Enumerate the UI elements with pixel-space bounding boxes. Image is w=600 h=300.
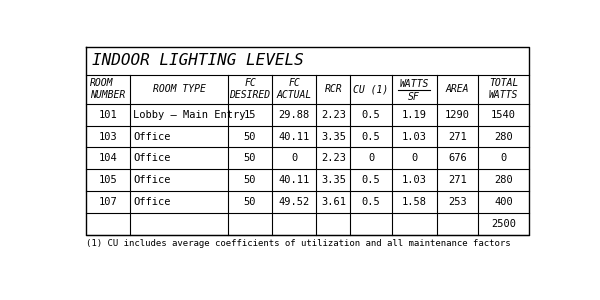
Text: 2.23: 2.23	[321, 153, 346, 164]
Text: WATTS: WATTS	[400, 79, 429, 89]
Text: 1290: 1290	[445, 110, 470, 120]
Text: Lobby – Main Entry: Lobby – Main Entry	[133, 110, 245, 120]
Text: (1) CU includes average coefficients of utilization and all maintenance factors: (1) CU includes average coefficients of …	[86, 239, 511, 248]
Text: 0: 0	[411, 153, 418, 164]
Text: 0: 0	[291, 153, 298, 164]
Text: 271: 271	[448, 132, 467, 142]
Text: 1.03: 1.03	[401, 132, 427, 142]
Text: 103: 103	[98, 132, 118, 142]
Text: 50: 50	[244, 197, 256, 207]
Text: Office: Office	[133, 197, 170, 207]
Text: RCR: RCR	[325, 84, 342, 94]
Text: 105: 105	[98, 175, 118, 185]
Text: 2500: 2500	[491, 219, 516, 229]
Text: 0: 0	[368, 153, 374, 164]
Text: 3.35: 3.35	[321, 175, 346, 185]
Text: 40.11: 40.11	[278, 132, 310, 142]
Text: 253: 253	[448, 197, 467, 207]
Text: 1.03: 1.03	[401, 175, 427, 185]
Text: ROOM
NUMBER: ROOM NUMBER	[91, 78, 125, 100]
Text: Office: Office	[133, 153, 170, 164]
Text: 1.19: 1.19	[401, 110, 427, 120]
Text: INDOOR LIGHTING LEVELS: INDOOR LIGHTING LEVELS	[92, 53, 304, 68]
Text: SF: SF	[409, 92, 420, 102]
Text: CU (1): CU (1)	[353, 84, 389, 94]
Text: 2.23: 2.23	[321, 110, 346, 120]
Text: 50: 50	[244, 132, 256, 142]
Text: 280: 280	[494, 175, 513, 185]
Text: 1.58: 1.58	[401, 197, 427, 207]
Text: 0: 0	[500, 153, 506, 164]
Text: FC
ACTUAL: FC ACTUAL	[277, 78, 312, 100]
Text: 0.5: 0.5	[362, 175, 380, 185]
Text: 676: 676	[448, 153, 467, 164]
Text: Office: Office	[133, 132, 170, 142]
Text: 49.52: 49.52	[278, 197, 310, 207]
Text: ROOM TYPE: ROOM TYPE	[152, 84, 205, 94]
Text: 15: 15	[244, 110, 256, 120]
Text: 400: 400	[494, 197, 513, 207]
Text: 1540: 1540	[491, 110, 516, 120]
Text: 271: 271	[448, 175, 467, 185]
Text: 3.61: 3.61	[321, 197, 346, 207]
Text: 0.5: 0.5	[362, 110, 380, 120]
Text: 50: 50	[244, 175, 256, 185]
Text: 29.88: 29.88	[278, 110, 310, 120]
Text: 3.35: 3.35	[321, 132, 346, 142]
Text: 280: 280	[494, 132, 513, 142]
Text: AREA: AREA	[446, 84, 469, 94]
Text: 101: 101	[98, 110, 118, 120]
Text: 0.5: 0.5	[362, 197, 380, 207]
Text: 107: 107	[98, 197, 118, 207]
Text: Office: Office	[133, 175, 170, 185]
Text: 104: 104	[98, 153, 118, 164]
Text: FC
DESIRED: FC DESIRED	[229, 78, 271, 100]
Text: 50: 50	[244, 153, 256, 164]
Text: 0.5: 0.5	[362, 132, 380, 142]
Text: 40.11: 40.11	[278, 175, 310, 185]
Text: TOTAL
WATTS: TOTAL WATTS	[489, 78, 518, 100]
